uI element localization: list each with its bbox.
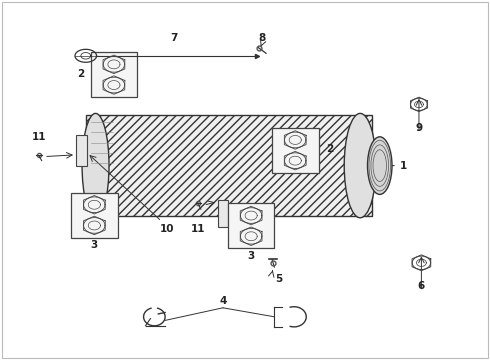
Text: 3: 3 [247, 251, 254, 261]
Ellipse shape [344, 113, 376, 218]
Text: 2: 2 [326, 144, 333, 154]
Text: 5: 5 [276, 274, 283, 284]
Text: 4: 4 [219, 296, 227, 306]
Text: 6: 6 [418, 281, 425, 291]
Text: 8: 8 [259, 33, 266, 43]
Text: 7: 7 [170, 33, 178, 43]
Ellipse shape [368, 137, 392, 194]
Bar [272, 128, 319, 173]
Bar [71, 193, 118, 238]
Text: 2: 2 [77, 69, 84, 79]
Text: 11: 11 [191, 224, 206, 234]
Bar [228, 203, 274, 248]
Bar [218, 200, 228, 227]
Text: 1: 1 [399, 161, 407, 171]
Text: 9: 9 [416, 123, 422, 133]
Bar [76, 135, 87, 166]
Text: 11: 11 [32, 132, 47, 142]
Bar [86, 115, 372, 216]
Bar [91, 52, 137, 97]
Text: 10: 10 [159, 224, 174, 234]
Text: 3: 3 [91, 240, 98, 250]
Ellipse shape [82, 113, 109, 218]
